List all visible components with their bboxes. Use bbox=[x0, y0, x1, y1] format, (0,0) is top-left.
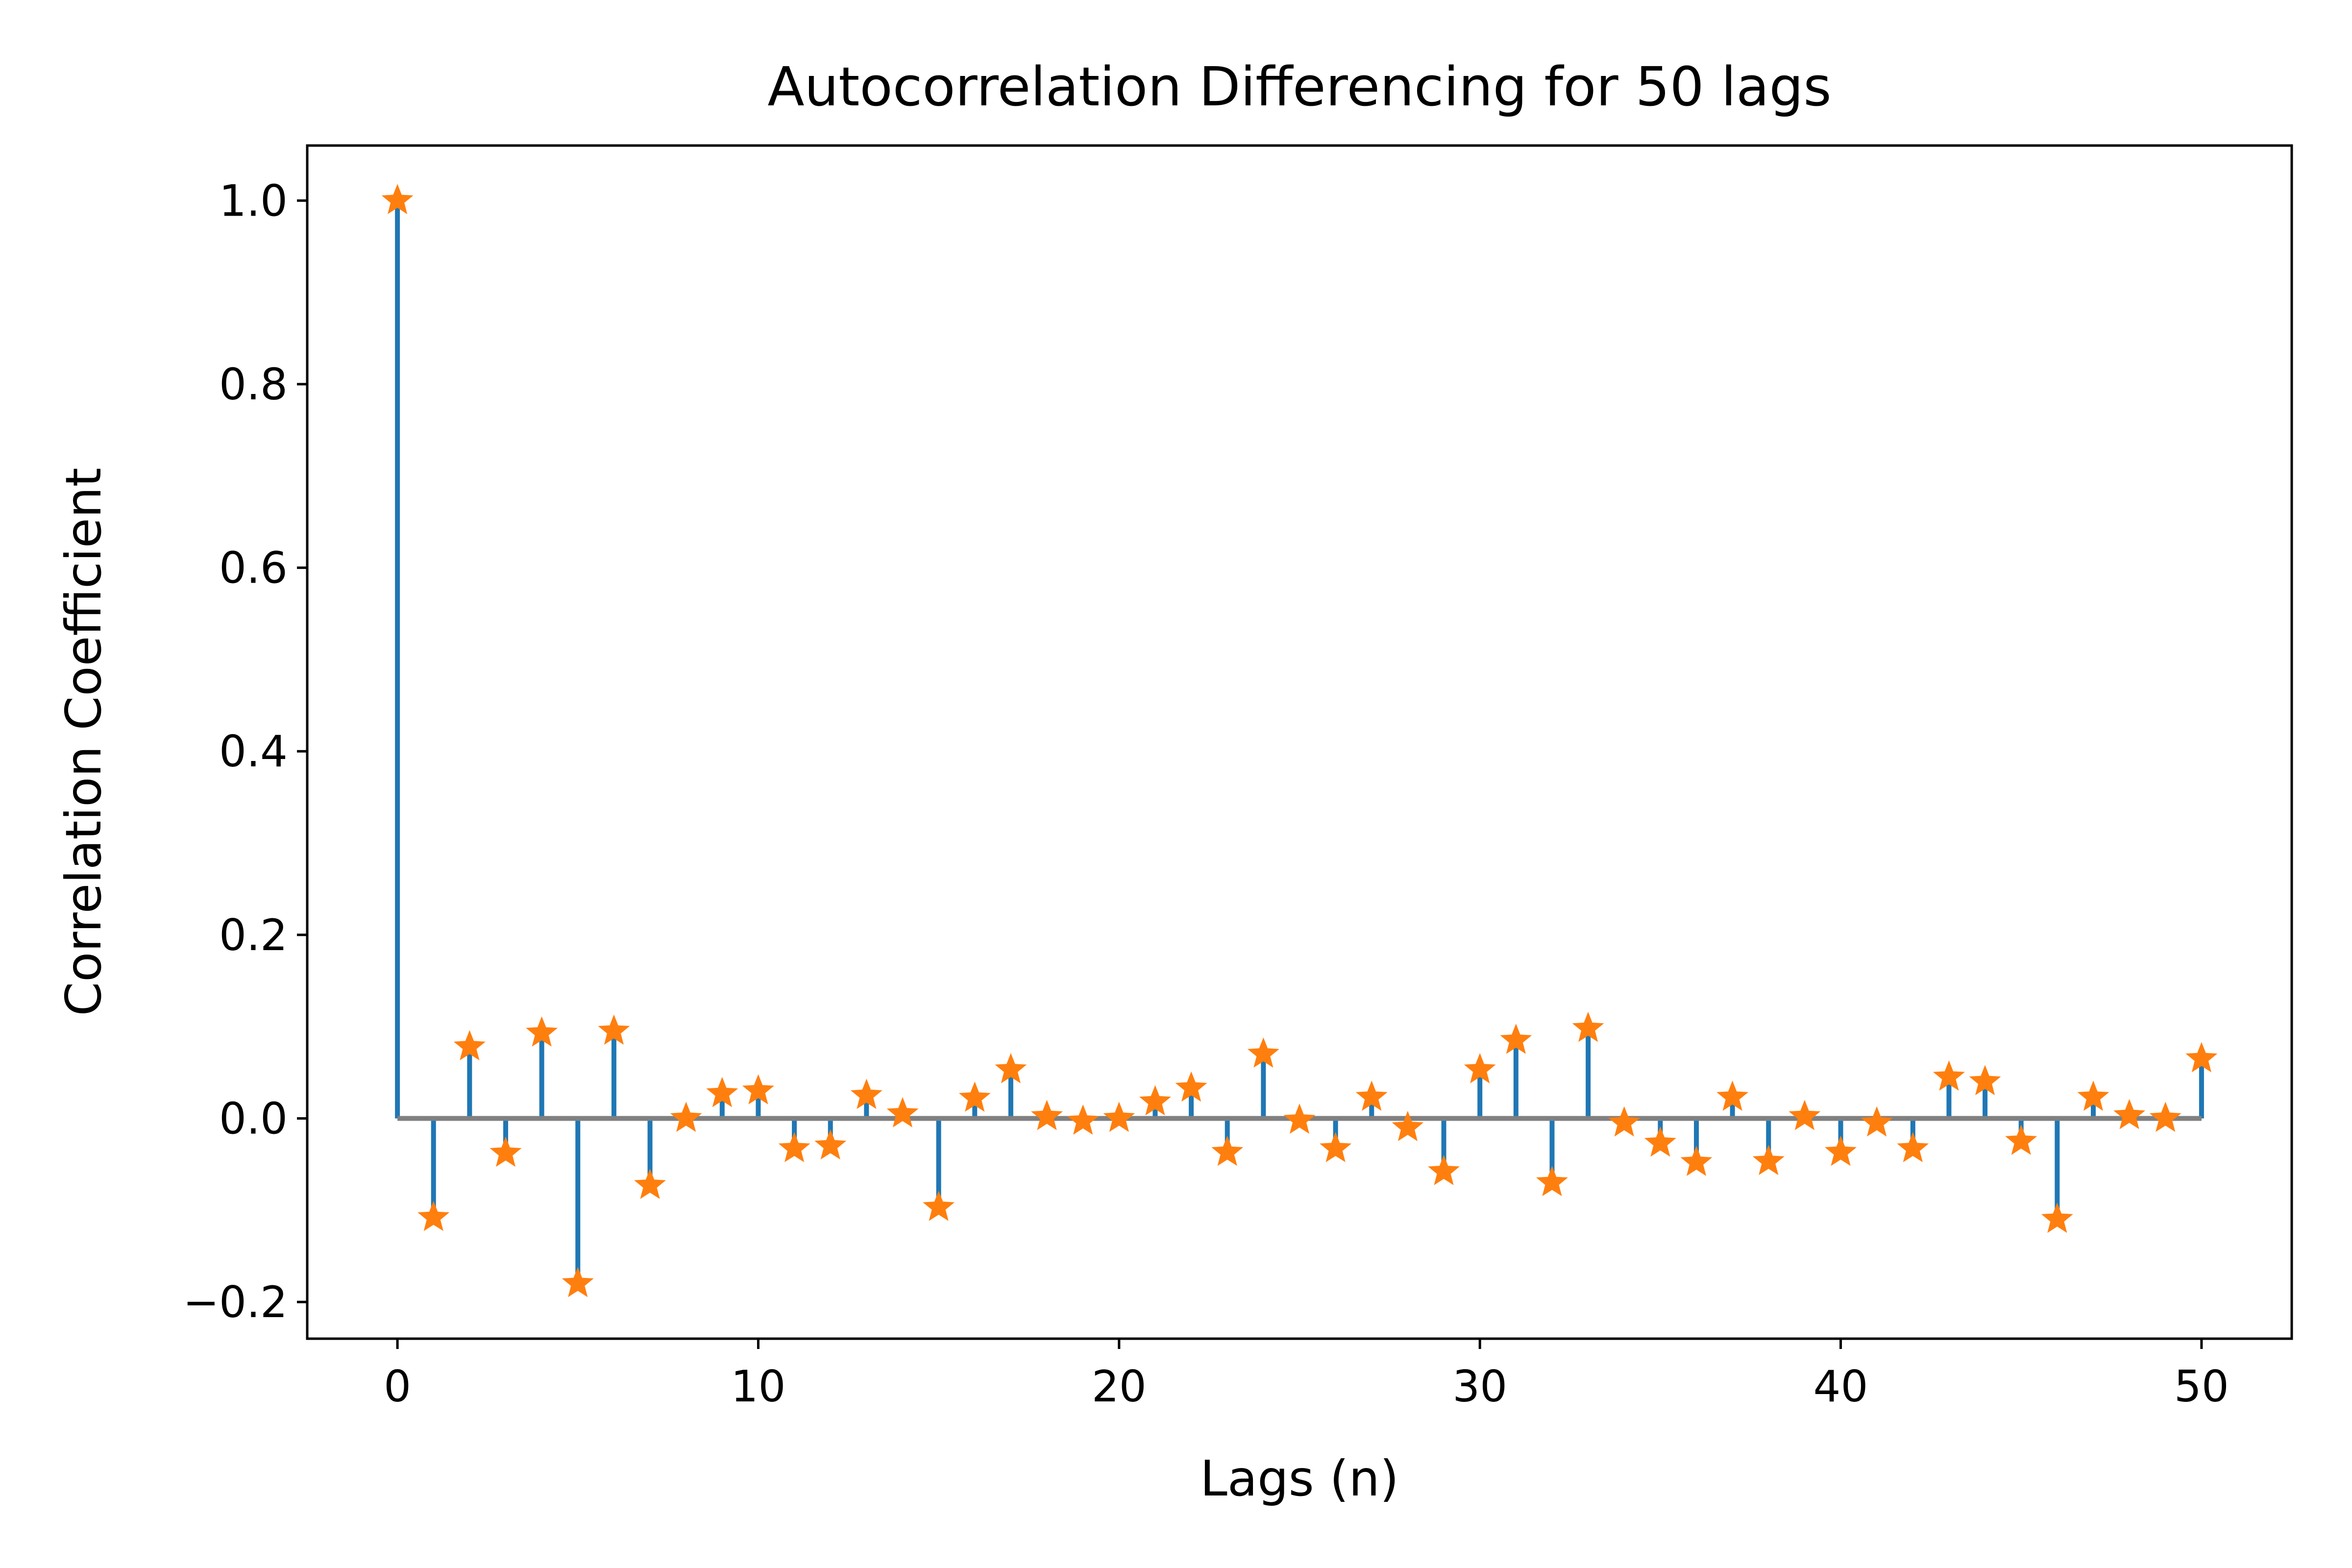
star-marker bbox=[1500, 1024, 1532, 1054]
star-marker bbox=[2077, 1080, 2109, 1111]
y-tick-label: −0.2 bbox=[183, 1277, 288, 1327]
star-marker bbox=[634, 1169, 666, 1199]
star-marker bbox=[526, 1016, 558, 1047]
star-marker bbox=[490, 1136, 522, 1167]
star-marker bbox=[778, 1132, 810, 1162]
star-marker bbox=[1716, 1080, 1749, 1111]
star-marker bbox=[1355, 1080, 1388, 1111]
star-marker bbox=[1320, 1132, 1352, 1162]
star-marker bbox=[958, 1081, 991, 1112]
y-tick-label: 0.8 bbox=[219, 359, 288, 410]
y-tick-label: 0.0 bbox=[219, 1093, 288, 1144]
star-marker bbox=[1428, 1154, 1460, 1185]
star-marker bbox=[2185, 1042, 2218, 1073]
y-tick-label: 1.0 bbox=[219, 175, 288, 226]
star-marker bbox=[381, 184, 414, 215]
x-tick-label: 40 bbox=[1813, 1361, 1868, 1412]
star-marker bbox=[1969, 1065, 2001, 1096]
star-marker bbox=[1031, 1100, 1063, 1130]
star-marker bbox=[850, 1078, 882, 1109]
star-marker bbox=[742, 1074, 774, 1104]
plot-frame bbox=[306, 144, 2293, 1340]
x-axis-title: Lags (n) bbox=[1200, 1450, 1399, 1507]
star-marker bbox=[1211, 1135, 1244, 1166]
star-marker bbox=[1788, 1100, 1821, 1130]
star-marker bbox=[1680, 1146, 1713, 1176]
x-tick-label: 20 bbox=[1092, 1361, 1147, 1412]
star-marker bbox=[886, 1097, 919, 1127]
chart-title: Autocorrelation Differencing for 50 lags bbox=[767, 55, 1831, 118]
x-tick-label: 50 bbox=[2174, 1361, 2229, 1412]
y-tick-label: 0.4 bbox=[219, 726, 288, 777]
star-marker bbox=[2005, 1125, 2037, 1155]
star-marker bbox=[1139, 1085, 1171, 1116]
star-marker bbox=[923, 1191, 955, 1221]
star-marker bbox=[1283, 1103, 1316, 1134]
markers-layer bbox=[381, 184, 2218, 1298]
star-marker bbox=[1752, 1145, 1785, 1176]
star-marker bbox=[670, 1102, 702, 1132]
y-axis: −0.2 0.0 0.2 0.4 0.6 0.8 1.0 bbox=[183, 175, 307, 1327]
x-tick-label: 0 bbox=[384, 1361, 411, 1412]
star-marker bbox=[1572, 1011, 1604, 1042]
star-marker bbox=[1825, 1135, 1857, 1166]
star-marker bbox=[2113, 1099, 2146, 1129]
star-marker bbox=[1536, 1166, 1568, 1197]
star-marker bbox=[1392, 1111, 1424, 1141]
y-axis-title: Correlation Coefficient bbox=[55, 467, 112, 1016]
star-marker bbox=[1067, 1104, 1099, 1135]
star-marker bbox=[1644, 1126, 1676, 1157]
y-tick-label: 0.6 bbox=[219, 543, 288, 593]
star-marker bbox=[995, 1053, 1027, 1083]
star-marker bbox=[2149, 1102, 2181, 1132]
star-marker bbox=[562, 1267, 594, 1298]
x-axis: 0 10 20 30 40 50 bbox=[384, 1339, 2229, 1412]
star-marker bbox=[417, 1200, 450, 1231]
star-marker bbox=[1247, 1037, 1279, 1068]
x-tick-label: 30 bbox=[1452, 1361, 1507, 1412]
star-marker bbox=[1175, 1071, 1207, 1102]
star-marker bbox=[706, 1077, 738, 1107]
star-marker bbox=[1861, 1106, 1893, 1137]
x-tick-label: 10 bbox=[731, 1361, 785, 1412]
star-marker bbox=[1933, 1060, 1965, 1091]
star-marker bbox=[814, 1129, 847, 1160]
star-marker bbox=[598, 1014, 630, 1045]
star-marker bbox=[453, 1030, 486, 1060]
star-marker bbox=[2041, 1202, 2073, 1233]
y-tick-label: 0.2 bbox=[219, 910, 288, 960]
star-marker bbox=[1464, 1053, 1496, 1083]
star-marker bbox=[1608, 1106, 1641, 1137]
star-marker bbox=[1103, 1102, 1135, 1132]
star-marker bbox=[1897, 1132, 1929, 1162]
